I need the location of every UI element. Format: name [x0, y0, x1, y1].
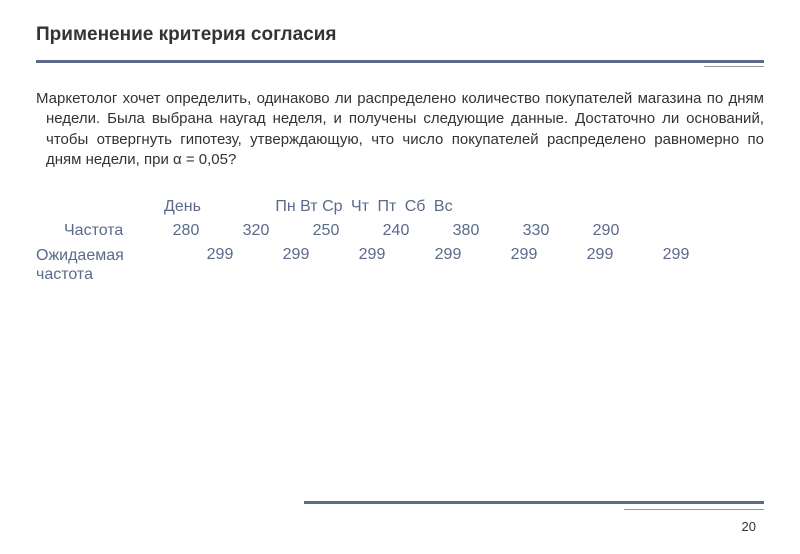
- expected-cell: 299: [202, 246, 238, 264]
- expected-cell: 299: [354, 246, 390, 264]
- frequency-cell: 240: [376, 222, 416, 240]
- frequency-cell: 250: [306, 222, 346, 240]
- day-cell: Ср: [322, 198, 342, 215]
- expected-cell: 299: [278, 246, 314, 264]
- frequency-cell: 320: [236, 222, 276, 240]
- frequency-cell: 380: [446, 222, 486, 240]
- frequency-label: Частота: [36, 222, 166, 240]
- frequency-cell: 330: [516, 222, 556, 240]
- expected-cell: 299: [430, 246, 466, 264]
- title-divider-small: [704, 66, 764, 67]
- slide-title: Применение критерия согласия: [36, 24, 764, 46]
- expected-label-line1: Ожидаемая: [36, 247, 124, 264]
- page-number: 20: [742, 519, 756, 534]
- expected-label-line2: частота: [36, 266, 93, 283]
- frequency-cell: 290: [586, 222, 626, 240]
- expected-cell: 299: [582, 246, 618, 264]
- footer-divider-small: [624, 509, 764, 510]
- footer-divider-main: [304, 501, 764, 504]
- data-table: День Пн Вт Ср Чт Пт Сб Вс Частота 280 32…: [36, 198, 764, 284]
- expected-cell: 299: [658, 246, 694, 264]
- title-divider: [36, 60, 764, 63]
- expected-label: Ожидаемая частота: [36, 246, 166, 284]
- day-cell: Вс: [434, 198, 453, 215]
- day-label: День: [164, 198, 201, 215]
- body-paragraph: Маркетолог хочет определить, одинаково л…: [36, 89, 764, 170]
- day-cell: Пт: [377, 198, 396, 215]
- day-cell: Сб: [405, 198, 426, 215]
- frequency-cell: 280: [166, 222, 206, 240]
- frequency-row: Частота 280 320 250 240 380 330 290: [36, 222, 764, 240]
- expected-row: Ожидаемая частота 299 299 299 299 299 29…: [36, 246, 764, 284]
- days-header-row: День Пн Вт Ср Чт Пт Сб Вс: [36, 198, 764, 216]
- day-cell: Чт: [351, 198, 369, 215]
- day-cell: Пн: [275, 198, 295, 215]
- day-cell: Вт: [300, 198, 317, 215]
- expected-cell: 299: [506, 246, 542, 264]
